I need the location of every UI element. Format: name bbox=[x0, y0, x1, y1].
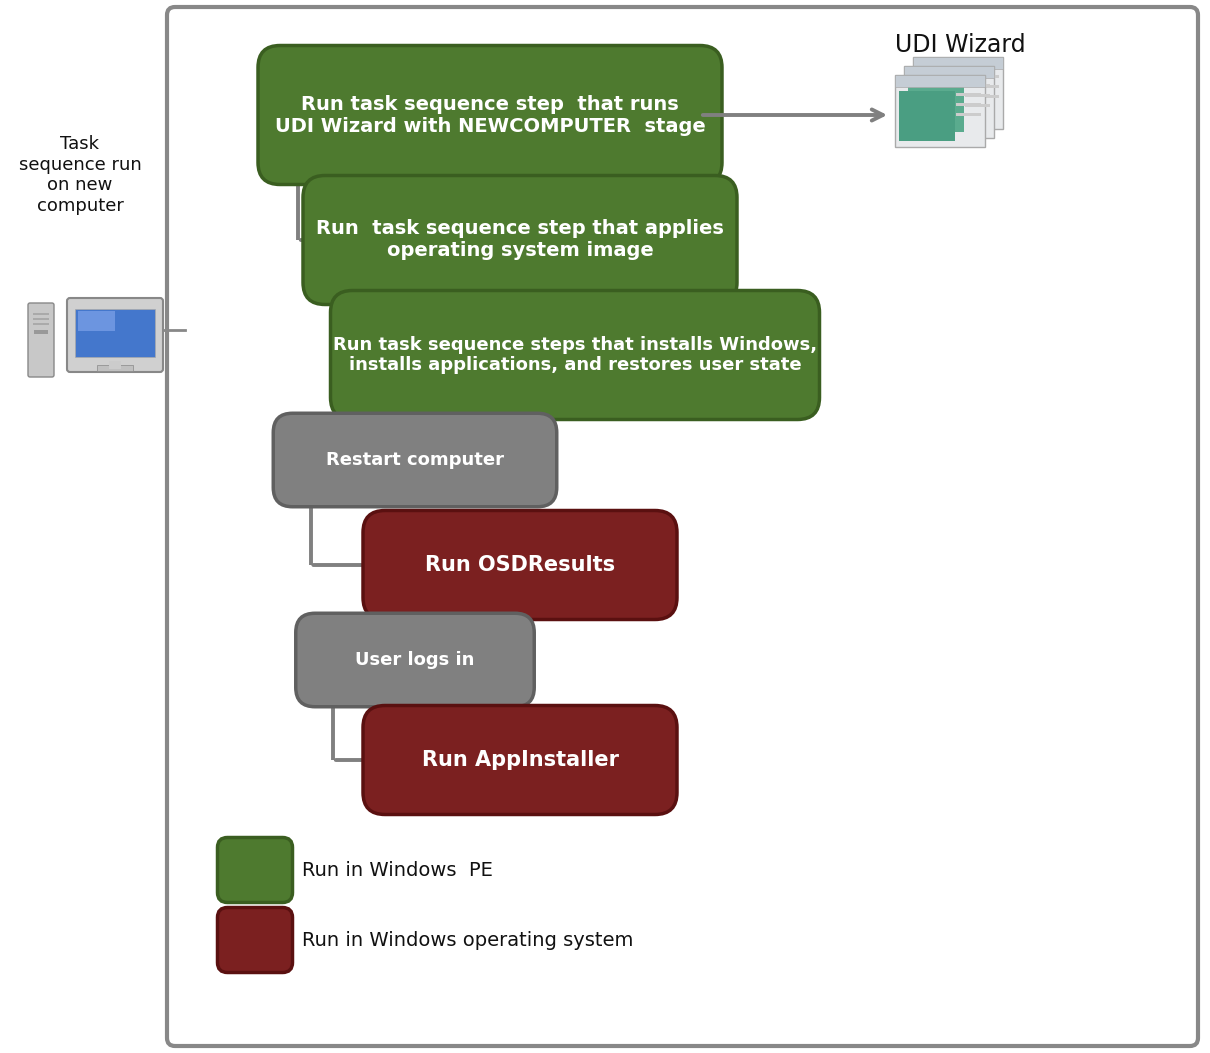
Bar bbox=[33, 318, 48, 320]
Bar bbox=[966, 84, 990, 87]
Bar bbox=[77, 311, 115, 331]
Bar bbox=[97, 365, 133, 371]
Text: UDI Wizard: UDI Wizard bbox=[894, 33, 1025, 57]
FancyBboxPatch shape bbox=[167, 7, 1198, 1046]
Bar bbox=[33, 323, 48, 325]
Bar bbox=[917, 73, 973, 123]
FancyBboxPatch shape bbox=[363, 706, 678, 815]
FancyBboxPatch shape bbox=[302, 176, 737, 304]
Bar bbox=[974, 85, 998, 88]
Text: User logs in: User logs in bbox=[356, 651, 474, 669]
Text: Run AppInstaller: Run AppInstaller bbox=[421, 750, 618, 770]
FancyBboxPatch shape bbox=[28, 303, 54, 377]
Text: Run OSDResults: Run OSDResults bbox=[425, 555, 615, 575]
Text: Task
sequence run
on new
computer: Task sequence run on new computer bbox=[18, 135, 142, 215]
Text: Restart computer: Restart computer bbox=[325, 451, 505, 469]
FancyBboxPatch shape bbox=[330, 291, 819, 419]
FancyBboxPatch shape bbox=[273, 413, 557, 506]
FancyBboxPatch shape bbox=[218, 908, 293, 973]
Bar bbox=[956, 113, 980, 116]
FancyBboxPatch shape bbox=[218, 837, 293, 902]
Bar bbox=[966, 104, 990, 107]
Bar bbox=[75, 309, 155, 357]
Bar bbox=[974, 95, 998, 98]
Bar bbox=[956, 93, 980, 96]
Text: Run task sequence step  that runs
UDI Wizard with NEWCOMPUTER  stage: Run task sequence step that runs UDI Wiz… bbox=[275, 95, 705, 136]
FancyBboxPatch shape bbox=[295, 613, 535, 707]
FancyBboxPatch shape bbox=[67, 298, 163, 372]
Bar bbox=[904, 66, 993, 138]
Bar bbox=[895, 75, 985, 87]
Bar bbox=[966, 94, 990, 97]
Bar bbox=[914, 57, 1003, 130]
Text: Run in Windows  PE: Run in Windows PE bbox=[302, 860, 494, 879]
Bar bbox=[904, 66, 993, 78]
Bar bbox=[908, 82, 964, 132]
FancyBboxPatch shape bbox=[258, 45, 722, 184]
Text: Run  task sequence step that applies
operating system image: Run task sequence step that applies oper… bbox=[316, 219, 724, 260]
Text: Run task sequence steps that installs Windows,
installs applications, and restor: Run task sequence steps that installs Wi… bbox=[333, 336, 817, 375]
Bar bbox=[895, 75, 985, 147]
Bar bbox=[33, 313, 48, 315]
FancyBboxPatch shape bbox=[363, 511, 678, 619]
Text: Run in Windows operating system: Run in Windows operating system bbox=[302, 931, 634, 950]
Bar bbox=[34, 330, 48, 334]
Bar bbox=[109, 361, 121, 369]
Bar bbox=[899, 91, 955, 141]
Bar bbox=[974, 75, 998, 78]
Bar bbox=[914, 57, 1003, 69]
Bar bbox=[956, 103, 980, 106]
